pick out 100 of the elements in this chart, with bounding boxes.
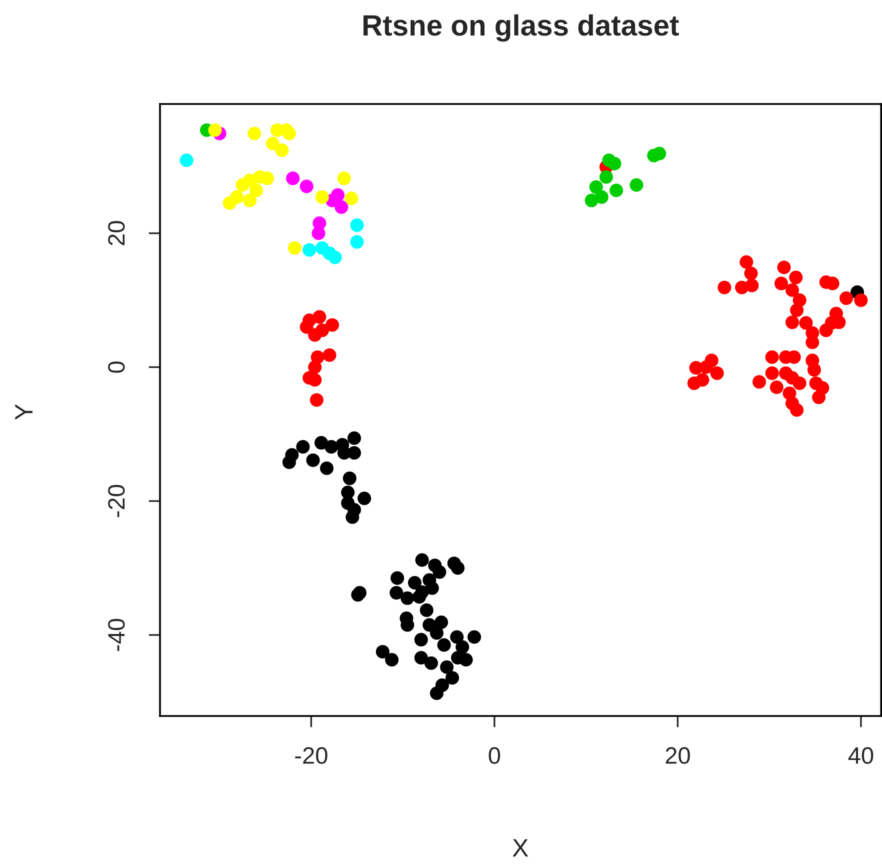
- point: [310, 393, 324, 407]
- point: [414, 632, 428, 646]
- point: [330, 188, 345, 202]
- point: [740, 255, 754, 269]
- point: [408, 576, 422, 590]
- point: [594, 190, 608, 204]
- point: [718, 280, 732, 294]
- point: [342, 472, 356, 486]
- point: [689, 361, 703, 375]
- point: [288, 241, 302, 255]
- point: [324, 440, 338, 454]
- point: [710, 366, 724, 380]
- point: [430, 686, 444, 700]
- point: [774, 276, 788, 290]
- point: [286, 172, 300, 186]
- point: [451, 561, 465, 575]
- point: [308, 360, 322, 374]
- point: [812, 390, 826, 404]
- point: [312, 226, 326, 240]
- point: [799, 316, 813, 330]
- point: [180, 153, 194, 168]
- point: [819, 324, 833, 338]
- point: [745, 278, 759, 292]
- point: [446, 671, 460, 685]
- x-axis-title: X: [512, 839, 528, 856]
- point: [459, 652, 473, 667]
- point: [765, 350, 779, 364]
- point: [785, 283, 800, 297]
- point: [652, 146, 666, 160]
- point: [789, 270, 803, 284]
- point: [248, 126, 262, 140]
- point: [630, 178, 644, 192]
- point: [437, 638, 451, 652]
- point: [376, 644, 390, 658]
- point: [315, 190, 329, 204]
- x-tick-label: -20: [295, 747, 328, 764]
- y-tick-label: -20: [108, 484, 125, 518]
- point: [790, 403, 804, 417]
- point: [765, 366, 779, 380]
- point: [415, 585, 429, 599]
- point: [696, 373, 710, 387]
- point: [266, 136, 280, 150]
- point: [308, 373, 322, 387]
- point: [344, 192, 358, 206]
- point: [792, 376, 806, 390]
- point: [325, 318, 340, 332]
- point: [315, 324, 329, 338]
- point: [807, 363, 821, 377]
- point: [320, 461, 334, 476]
- point: [337, 172, 351, 186]
- point: [222, 196, 236, 210]
- point: [260, 172, 274, 186]
- point: [346, 510, 360, 524]
- point: [777, 260, 791, 274]
- point: [300, 180, 314, 194]
- point: [306, 453, 320, 467]
- point: [434, 615, 448, 630]
- y-axis-title: Y: [15, 404, 32, 420]
- point: [430, 626, 444, 640]
- point: [337, 446, 351, 460]
- point: [322, 348, 336, 362]
- y-tick-label: 20: [108, 221, 125, 246]
- point: [608, 156, 622, 170]
- point: [854, 293, 868, 307]
- chart-title: Rtsne on glass dataset: [364, 14, 679, 42]
- point: [432, 565, 446, 579]
- point: [347, 431, 362, 445]
- point: [334, 200, 348, 214]
- point: [589, 180, 603, 194]
- point: [450, 630, 464, 644]
- point: [350, 218, 364, 232]
- point: [599, 170, 613, 184]
- point: [420, 603, 434, 617]
- point: [806, 336, 820, 350]
- point: [249, 184, 263, 198]
- point: [275, 143, 289, 157]
- point: [243, 194, 257, 208]
- point: [300, 320, 314, 334]
- point: [456, 640, 470, 654]
- point: [785, 316, 800, 330]
- point: [414, 650, 428, 665]
- point: [282, 126, 296, 140]
- point: [770, 380, 784, 394]
- point: [400, 591, 414, 605]
- point: [350, 235, 364, 249]
- point: [390, 586, 404, 600]
- point: [468, 630, 482, 644]
- point: [744, 266, 758, 280]
- point: [790, 303, 804, 317]
- point: [390, 571, 404, 585]
- point: [840, 291, 854, 305]
- point: [208, 123, 222, 137]
- point: [385, 652, 399, 667]
- y-tick-label: 0: [108, 362, 125, 373]
- point: [440, 660, 454, 674]
- point: [415, 553, 429, 567]
- point: [296, 440, 310, 454]
- point: [302, 243, 316, 257]
- x-tick-label: 20: [666, 747, 690, 764]
- point: [282, 455, 296, 469]
